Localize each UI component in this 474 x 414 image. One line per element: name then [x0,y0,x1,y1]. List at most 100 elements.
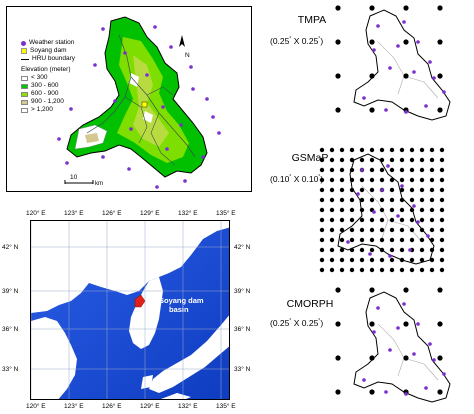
grid-point [369,355,375,361]
scale-bar: 10 km [64,174,103,187]
legend-weather-station: Weather station [29,39,75,46]
grid-point [335,321,341,327]
grid-point [369,147,375,153]
grid-point [403,355,409,361]
grid-point [389,167,395,173]
weather-station-icon [386,164,390,168]
grid-point [329,267,335,273]
weather-station-icon [416,220,420,224]
grid-point [319,197,325,203]
weather-station-icon [432,76,436,80]
grid-point [409,237,415,243]
grid-point [339,157,345,163]
watershed-map: N 10 km [57,16,221,189]
weather-station-icon [376,24,380,28]
elevation-class-label: < 300 [31,74,48,81]
grid-point [379,217,385,223]
legend-elevation-class: < 300 [21,74,75,82]
hru-boundary-icon [21,58,29,60]
lat-label-right: 42° N [234,244,251,251]
weather-station-icon [402,302,406,306]
lon-label-top: 129° E [140,210,160,217]
weather-station-icon [127,167,131,171]
grid-point [409,217,415,223]
grid-point [379,237,385,243]
weather-station-icon [424,104,428,108]
grid-point [439,157,445,163]
weather-station-icon [404,110,408,114]
grid-point [389,267,395,273]
lon-label-top: 120° E [26,210,46,217]
grid-point [335,107,341,113]
basin-label-line2: basin [169,305,189,314]
grid-point [419,237,425,243]
grid-point [429,217,435,223]
grid-point [335,287,341,293]
grid-point [389,197,395,203]
grid-point [419,257,425,263]
grid-point [439,177,445,183]
weather-station-icon [432,358,436,362]
grid-point [437,321,443,327]
grid-point [329,147,335,153]
weather-station-icon [428,60,432,64]
grid-point [369,321,375,327]
weather-station-icon [424,386,428,390]
grid-point [359,257,365,263]
grid-point [335,39,341,45]
grid-point [409,257,415,263]
grid-point [369,39,375,45]
gsmap-grid-map [319,147,445,273]
lon-label-top: 126° E [102,210,122,217]
grid-point [389,247,395,253]
grid-point [369,197,375,203]
land-japan [149,315,229,393]
grid-point [409,267,415,273]
legend-elevation-class: 300 - 600 [21,82,75,90]
weather-station-icon [145,73,149,77]
weather-station-icon [408,248,412,252]
grid-point [419,247,425,253]
grid-point [419,187,425,193]
weather-station-icon [388,254,392,258]
grid-point [399,257,405,263]
weather-station-icon [442,372,446,376]
grid-point [379,197,385,203]
grid-point [379,207,385,213]
grid-point [339,267,345,273]
lon-label-bottom: 135° E [216,403,236,410]
weather-station-icon [169,45,173,49]
grid-point [389,177,395,183]
lon-label-top: 135° E [216,210,236,217]
weather-station-icon [372,330,376,334]
basin-outline [353,291,451,403]
weather-stations [57,25,221,189]
grid-point [399,267,405,273]
grid-point [379,227,385,233]
grid-point [379,177,385,183]
grid-point [379,167,385,173]
grid-point [399,237,405,243]
grid-point [335,73,341,79]
grid-point [319,187,325,193]
legend-elevation-class: 600 - 900 [21,90,75,98]
grid-point [379,157,385,163]
weather-station-icon [404,392,408,396]
weather-station-icon [376,306,380,310]
grid-point [329,207,335,213]
grid-point [437,287,443,293]
grid-point [319,247,325,253]
grid-point [319,217,325,223]
grid-point [339,227,345,233]
grid-point [339,197,345,203]
grid-point [419,147,425,153]
grid-point [329,247,335,253]
grid-point [399,187,405,193]
weather-station-icon [113,99,117,103]
weather-station-icon [101,155,105,159]
legend-hru-boundary: HRU boundary [32,55,75,62]
weather-station-icon [191,87,195,91]
grid-point [329,187,335,193]
weather-station-icon [384,390,388,394]
grid-point [339,187,345,193]
